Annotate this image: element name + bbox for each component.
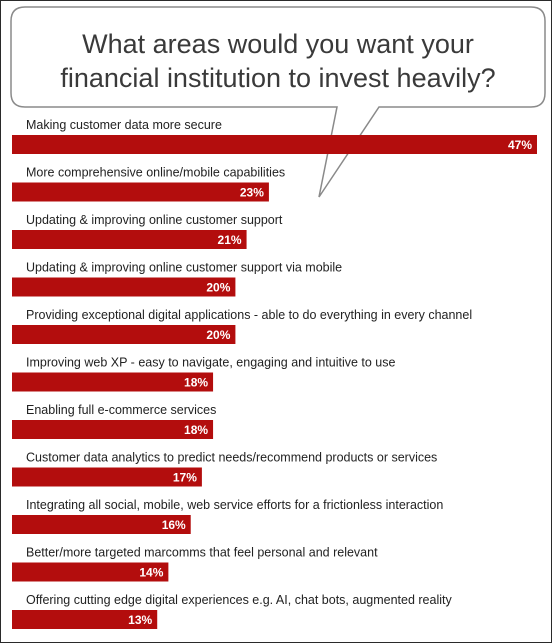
value-label: 18%: [184, 423, 208, 437]
category-label: Enabling full e-commerce services: [26, 403, 216, 417]
bars-group: Making customer data more secure 47% More …: [12, 118, 537, 629]
category-label: Integrating all social, mobile, web serv…: [26, 498, 443, 512]
category-label: Providing exceptional digital applicatio…: [26, 308, 472, 322]
bar: [12, 325, 236, 344]
value-label: 47%: [508, 138, 532, 152]
bar: [12, 610, 158, 629]
value-label: 13%: [128, 613, 152, 627]
bar: [12, 182, 269, 202]
value-label: 20%: [206, 281, 230, 295]
bar: [12, 372, 214, 392]
value-label: 16%: [162, 518, 186, 532]
bar: [12, 420, 214, 439]
chart-title-line-1: What areas would you want your: [82, 29, 474, 59]
value-label: 18%: [184, 376, 208, 390]
category-label: Customer data analytics to predict needs…: [26, 451, 437, 465]
category-label: Improving web XP - easy to navigate, eng…: [26, 356, 395, 370]
value-label: 23%: [240, 186, 264, 200]
category-label: Updating & improving online customer sup…: [26, 261, 342, 275]
bar: [12, 230, 247, 249]
category-label: Updating & improving online customer sup…: [26, 213, 283, 227]
category-label: Making customer data more secure: [26, 118, 222, 132]
category-label: More comprehensive online/mobile capabil…: [26, 166, 285, 180]
value-label: 20%: [206, 328, 230, 342]
bar: [12, 515, 191, 534]
value-label: 21%: [218, 233, 242, 247]
category-label: Offering cutting edge digital experience…: [26, 593, 452, 607]
value-label: 17%: [173, 471, 197, 485]
chart-title-line-2: financial institution to invest heavily?: [60, 63, 495, 93]
bar: [12, 562, 169, 582]
value-label: 14%: [139, 566, 163, 580]
category-label: Better/more targeted marcomms that feel …: [26, 546, 378, 560]
bar: [12, 277, 236, 297]
bar: [12, 135, 537, 154]
bar: [12, 467, 202, 487]
